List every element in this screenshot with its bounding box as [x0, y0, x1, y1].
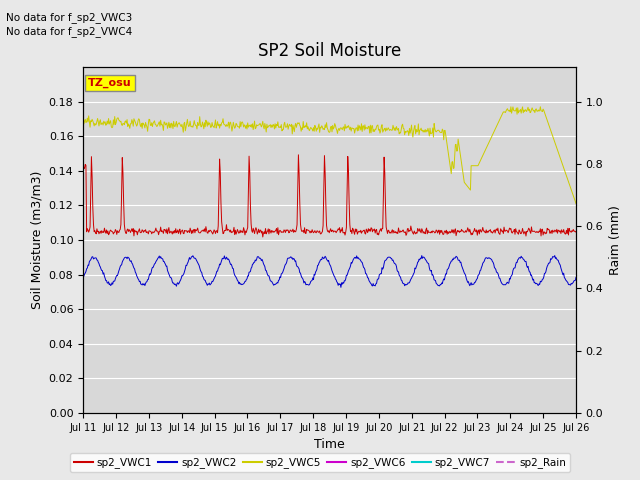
X-axis label: Time: Time [314, 438, 345, 451]
sp2_VWC5 [79, 121, 87, 127]
sp2_VWC1 [405, 229, 413, 235]
sp2_VWC2 [139, 281, 147, 287]
sp2_VWC1 [294, 152, 302, 158]
Line: sp2_VWC5: sp2_VWC5 [83, 107, 576, 204]
sp2_VWC7 [572, 410, 580, 416]
Title: SP2 Soil Moisture: SP2 Soil Moisture [258, 42, 401, 60]
sp2_VWC5 [189, 124, 196, 130]
sp2_VWC5 [536, 104, 544, 109]
sp2_VWC5 [572, 201, 580, 206]
sp2_VWC2 [189, 253, 196, 259]
sp2_VWC1 [390, 229, 398, 235]
sp2_VWC7 [139, 410, 147, 416]
sp2_VWC1 [572, 228, 580, 234]
Line: sp2_VWC2: sp2_VWC2 [83, 255, 576, 288]
Legend: sp2_VWC1, sp2_VWC2, sp2_VWC5, sp2_VWC6, sp2_VWC7, sp2_Rain: sp2_VWC1, sp2_VWC2, sp2_VWC5, sp2_VWC6, … [70, 453, 570, 472]
sp2_VWC5 [389, 122, 397, 128]
sp2_VWC1 [79, 162, 87, 168]
sp2_VWC7 [389, 410, 397, 416]
sp2_VWC2 [337, 285, 345, 290]
sp2_VWC1 [259, 234, 267, 240]
sp2_VWC2 [215, 264, 223, 270]
sp2_VWC2 [88, 254, 96, 260]
sp2_VWC7 [215, 410, 223, 416]
sp2_VWC2 [390, 259, 397, 265]
sp2_VWC2 [572, 275, 580, 280]
Text: No data for f_sp2_VWC4: No data for f_sp2_VWC4 [6, 26, 132, 37]
sp2_VWC1 [215, 190, 223, 196]
sp2_VWC5 [404, 128, 412, 133]
Line: sp2_VWC1: sp2_VWC1 [83, 155, 576, 237]
Y-axis label: Raim (mm): Raim (mm) [609, 205, 622, 275]
sp2_VWC1 [189, 230, 196, 236]
Text: No data for f_sp2_VWC3: No data for f_sp2_VWC3 [6, 12, 132, 23]
sp2_VWC7 [189, 410, 196, 416]
sp2_VWC2 [79, 275, 87, 281]
sp2_VWC5 [139, 120, 147, 126]
sp2_VWC1 [88, 174, 96, 180]
sp2_VWC5 [88, 117, 96, 122]
Text: TZ_osu: TZ_osu [88, 78, 132, 88]
sp2_VWC7 [79, 410, 87, 416]
sp2_VWC7 [404, 410, 412, 416]
sp2_VWC2 [551, 252, 559, 258]
sp2_VWC5 [215, 121, 223, 127]
Y-axis label: Soil Moisture (m3/m3): Soil Moisture (m3/m3) [30, 171, 43, 309]
sp2_VWC7 [88, 410, 96, 416]
sp2_VWC1 [139, 228, 147, 234]
sp2_VWC2 [404, 280, 412, 286]
